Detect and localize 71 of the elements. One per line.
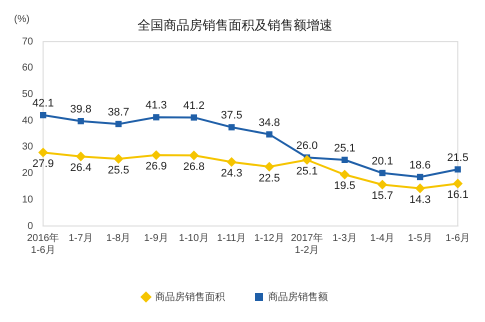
point: [264, 162, 274, 172]
x-tick-label: 2016年 1-6月: [27, 232, 60, 256]
x-tick-label: 1-5月: [408, 232, 432, 244]
point: [40, 112, 46, 118]
point: [453, 179, 462, 188]
point: [152, 150, 161, 160]
point: [302, 155, 312, 164]
data-label: 18.6: [409, 160, 431, 172]
point: [342, 156, 348, 163]
point: [227, 157, 236, 166]
data-label: 39.8: [70, 104, 92, 116]
point: [416, 184, 425, 193]
point: [153, 114, 160, 120]
y-tick-label: 30: [22, 142, 34, 153]
point: [78, 118, 84, 124]
data-label: 19.5: [334, 180, 356, 192]
data-label: 42.1: [32, 98, 54, 110]
point: [266, 131, 272, 138]
x-tick-label: 2017年 1-2月: [290, 232, 324, 256]
data-label: 21.5: [447, 152, 468, 164]
data-label: 25.1: [334, 142, 356, 154]
x-tick-label: 1-12月: [254, 232, 284, 244]
legend-label: 商品房销售面积: [155, 290, 225, 303]
data-label: 26.0: [296, 140, 318, 152]
point: [378, 180, 387, 190]
point: [115, 120, 122, 128]
point: [228, 124, 235, 130]
data-label: 22.5: [258, 172, 280, 184]
x-tick-label: 1-4月: [370, 232, 395, 244]
x-tick-label: 1-11月: [216, 232, 246, 244]
data-label: 26.9: [146, 160, 167, 173]
y-tick-label: 10: [22, 194, 34, 206]
point: [416, 174, 424, 180]
y-tick-label: 50: [22, 89, 34, 100]
point: [189, 150, 198, 160]
data-label: 41.2: [183, 100, 205, 112]
x-tick-label: 1-7月: [68, 232, 94, 244]
data-label: 38.7: [108, 106, 130, 119]
y-axis-title: (%): [14, 14, 30, 25]
data-label: 14.3: [409, 194, 431, 206]
x-tick-label: 1-9月: [144, 232, 168, 244]
data-label: 34.8: [258, 116, 280, 129]
y-tick-label: 0: [28, 220, 34, 232]
data-label: 25.1: [296, 165, 318, 178]
data-label: 24.3: [220, 168, 242, 180]
data-label: 20.1: [372, 156, 394, 168]
point: [114, 154, 124, 164]
point: [190, 114, 198, 121]
point: [76, 152, 86, 161]
point: [340, 170, 350, 180]
x-tick-label: 1-10月: [178, 232, 209, 244]
chart-title: 全国商品房销售面积及销售额增速: [138, 17, 332, 32]
data-label: 37.5: [220, 110, 242, 122]
point: [379, 170, 386, 176]
data-label: 26.4: [70, 162, 92, 174]
x-tick-label: 1-6月: [446, 232, 470, 244]
point: [454, 166, 461, 172]
x-tick-label: 1-3月: [332, 232, 357, 244]
data-label: 26.8: [183, 160, 205, 173]
y-tick-label: 70: [22, 36, 34, 48]
data-label: 25.5: [108, 164, 130, 176]
point: [38, 148, 48, 158]
data-label: 16.1: [447, 189, 468, 202]
y-tick-label: 60: [22, 62, 34, 74]
y-tick-label: 40: [22, 115, 34, 126]
data-label: 27.9: [32, 158, 54, 170]
data-label: 41.3: [146, 100, 167, 112]
data-label: 15.7: [372, 190, 394, 202]
x-tick-label: 1-8月: [106, 232, 131, 244]
y-tick-label: 20: [22, 168, 34, 180]
legend-label: 商品房销售额: [268, 290, 328, 303]
